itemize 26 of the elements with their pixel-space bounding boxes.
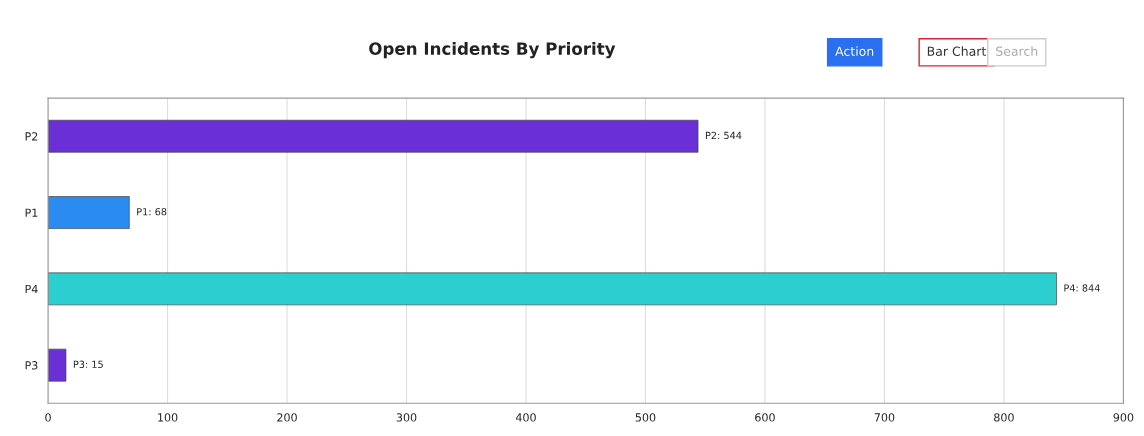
data-label: P2: 544 — [705, 131, 742, 140]
x-tick-label: 100 — [158, 413, 178, 422]
bar — [48, 348, 67, 382]
x-tick-label: 700 — [874, 413, 895, 422]
y-tick-label: P1 — [25, 208, 38, 217]
text: Search — [996, 46, 1038, 56]
y-tick-label: P2 — [25, 132, 38, 141]
x-tick-label: 800 — [994, 413, 1014, 422]
x-tick-label: 300 — [396, 413, 417, 422]
chart-title: Open Incidents By Priority — [369, 42, 616, 59]
data-label: P3: 15 — [73, 360, 103, 368]
x-tick-label: 600 — [755, 413, 775, 422]
text: Action — [835, 46, 874, 56]
x-tick-label: 0 — [45, 413, 51, 422]
bar — [48, 272, 1057, 306]
bar — [48, 196, 130, 229]
x-tick-label: 500 — [635, 413, 656, 422]
y-tick-label: P3 — [25, 361, 38, 370]
x-tick-label: 900 — [1113, 413, 1134, 422]
x-tick-label: 400 — [515, 413, 536, 422]
text: Bar Chart — [927, 46, 987, 56]
data-label: P4: 844 — [1064, 284, 1100, 292]
bar — [48, 119, 699, 153]
y-tick-label: P4 — [25, 284, 38, 294]
data-label: P1: 68 — [137, 208, 167, 216]
x-tick-label: 200 — [277, 413, 297, 422]
